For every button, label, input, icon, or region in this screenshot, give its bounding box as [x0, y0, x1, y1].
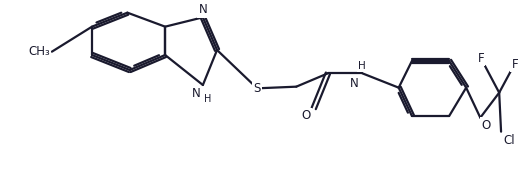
Text: O: O: [481, 119, 490, 132]
Text: F: F: [512, 58, 518, 71]
Text: N: N: [350, 77, 358, 90]
Text: H: H: [204, 94, 212, 104]
Text: O: O: [302, 109, 311, 122]
Text: Cl: Cl: [503, 134, 515, 147]
Text: S: S: [253, 82, 261, 95]
Text: CH₃: CH₃: [28, 45, 50, 58]
Text: H: H: [359, 61, 366, 71]
Text: F: F: [477, 52, 484, 65]
Text: N: N: [192, 87, 201, 100]
Text: N: N: [198, 3, 207, 16]
